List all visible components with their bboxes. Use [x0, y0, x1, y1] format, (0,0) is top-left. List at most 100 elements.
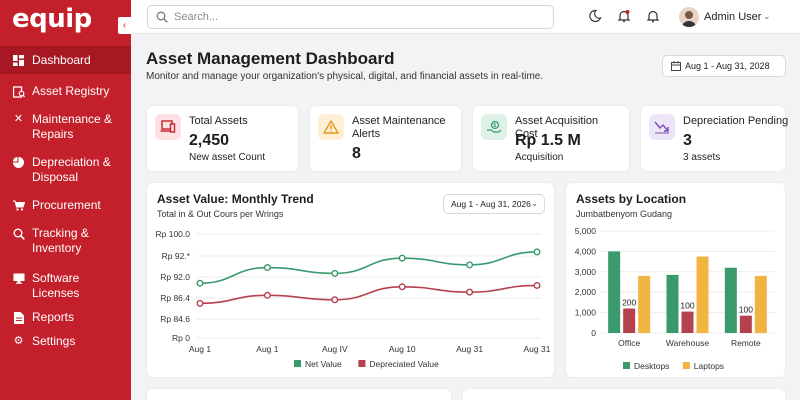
avatar[interactable] [679, 7, 699, 27]
gear-icon: ⚙ [13, 335, 24, 347]
chart-date-picker[interactable]: Aug 1 - Aug 31, 2026 ⌄ [443, 194, 545, 214]
sidebar-item-label: Asset Registry [32, 84, 110, 98]
y-tick-label: 0 [591, 328, 596, 338]
search-placeholder: Search... [174, 11, 219, 23]
bar [666, 274, 679, 333]
data-point [331, 296, 339, 304]
trend-down-icon [649, 114, 675, 140]
sidebar-item-software-licenses[interactable]: Software Licenses [0, 271, 131, 301]
registry-icon [12, 85, 25, 98]
legend-swatch [358, 360, 366, 367]
kpi-card-acquisition-cost[interactable]: $ Asset Acquisition Cost Rp 1.5 M Acquis… [472, 105, 630, 172]
bar [696, 256, 709, 333]
warning-icon [318, 114, 344, 140]
sidebar-nav: Dashboard Asset Registry ✕ Maintenance &… [0, 46, 131, 349]
app-logo[interactable]: equip [12, 4, 92, 34]
kpi-card-depreciation-pending[interactable]: Depreciation Pending 3 3 assets [640, 105, 788, 172]
bar [724, 267, 737, 333]
chevron-down-icon: ⌄ [531, 199, 538, 208]
money-hand-icon: $ [481, 114, 507, 140]
collapse-sidebar-button[interactable]: ‹ [118, 17, 131, 34]
page-title: Asset Management Dashboard [146, 49, 395, 68]
x-tick-label: Aug IV [322, 344, 348, 354]
line-chart-card [146, 182, 555, 378]
kpi-sub: Acquisition [515, 152, 564, 163]
sidebar-item-dashboard[interactable]: Dashboard [0, 46, 131, 74]
sidebar-item-label: Depreciation & Disposal [32, 155, 111, 184]
sidebar-item-procurement[interactable]: Procurement [0, 198, 131, 213]
kpi-card-maintenance-alerts[interactable]: Asset Maintenance Alerts 8 [309, 105, 462, 172]
moon-icon[interactable] [588, 9, 602, 23]
sidebar-item-tracking[interactable]: Tracking & Inventory [0, 226, 131, 256]
kpi-card-total-assets[interactable]: Total Assets 2,450 New asset Count [146, 105, 299, 172]
x-tick-label: Office [618, 338, 640, 348]
svg-text:$: $ [493, 123, 496, 129]
x-tick-label: Aug 1 [256, 344, 278, 354]
bar [638, 275, 651, 333]
legend-label: Net Value [305, 359, 342, 369]
monitor-icon [12, 272, 25, 285]
data-point [533, 248, 541, 256]
kpi-label: Asset Maintenance Alerts [352, 115, 446, 140]
kpi-label: Depreciation Pending [683, 115, 789, 127]
x-tick-label: Aug 31 [456, 344, 483, 354]
bar [623, 308, 636, 333]
document-icon [12, 311, 25, 324]
bell-icon[interactable] [646, 9, 660, 23]
legend-swatch [682, 362, 690, 369]
x-tick-label: Remote [731, 338, 761, 348]
line-chart-subtitle: Total in & Out Cours per Wrings [157, 209, 284, 219]
data-label: 100 [680, 301, 694, 311]
bar [739, 315, 752, 333]
sidebar-item-reports[interactable]: Reports [0, 310, 131, 325]
bottom-card-right [462, 388, 786, 400]
data-point [331, 269, 339, 277]
data-point [533, 281, 541, 289]
kpi-label: Asset Acquisition Cost [515, 115, 599, 140]
data-label: 200 [622, 298, 636, 308]
bottom-card-left [146, 388, 452, 400]
sidebar-item-label: Software Licenses [32, 271, 80, 300]
sidebar-item-depreciation[interactable]: Depreciation & Disposal [0, 155, 131, 185]
data-point [196, 299, 204, 307]
chevron-down-icon[interactable]: ⌄ [763, 11, 771, 21]
y-tick-label: 4,000 [575, 246, 597, 256]
y-tick-label: Rp 0 [172, 333, 190, 343]
sidebar-item-asset-registry[interactable]: Asset Registry [0, 84, 131, 99]
sidebar: equip ‹ Dashboard Asset Registry ✕ Maint… [0, 0, 131, 400]
notification-bell-icon[interactable] [617, 9, 631, 23]
bar [754, 275, 767, 333]
kpi-label: Total Assets [189, 115, 248, 127]
y-tick-label: 3,000 [575, 267, 597, 277]
kpi-value: 2,450 [189, 132, 230, 149]
legend-swatch [623, 362, 630, 369]
dashboard-icon [12, 54, 25, 67]
date-range-picker[interactable]: Aug 1 - Aug 31, 2028 [662, 55, 786, 77]
x-tick-label: Aug 31 [524, 344, 551, 354]
laptop-icon [155, 114, 181, 140]
data-label: 100 [739, 305, 753, 315]
sidebar-item-maintenance[interactable]: ✕ Maintenance & Repairs [0, 112, 131, 142]
search-input[interactable]: Search... [147, 5, 554, 29]
sidebar-item-label: Settings [32, 334, 76, 348]
chart-date-label: Aug 1 - Aug 31, 2026 [451, 199, 531, 209]
series-line [199, 251, 538, 285]
data-point [398, 254, 406, 262]
kpi-value: 8 [352, 145, 361, 162]
cart-icon [12, 199, 25, 212]
kpi-value: 3 [683, 132, 692, 149]
sidebar-item-settings[interactable]: ⚙ Settings [0, 334, 131, 349]
bar [681, 311, 694, 333]
data-point [263, 291, 271, 299]
bar-chart-subtitle: Jumbatbenyom Gudang [576, 209, 673, 219]
legend-swatch [294, 360, 301, 367]
search-icon [156, 11, 168, 23]
data-point [263, 264, 271, 272]
page-subtitle: Monitor and manage your organization's p… [146, 71, 544, 82]
x-tick-label: Aug 1 [189, 344, 211, 354]
sidebar-item-label: Procurement [32, 198, 101, 212]
user-name[interactable]: Admin User [704, 11, 762, 23]
top-bar: Search... Admin User ⌄ [131, 0, 800, 34]
kpi-sub: 3 assets [683, 152, 721, 163]
sidebar-item-label: Reports [32, 310, 75, 324]
